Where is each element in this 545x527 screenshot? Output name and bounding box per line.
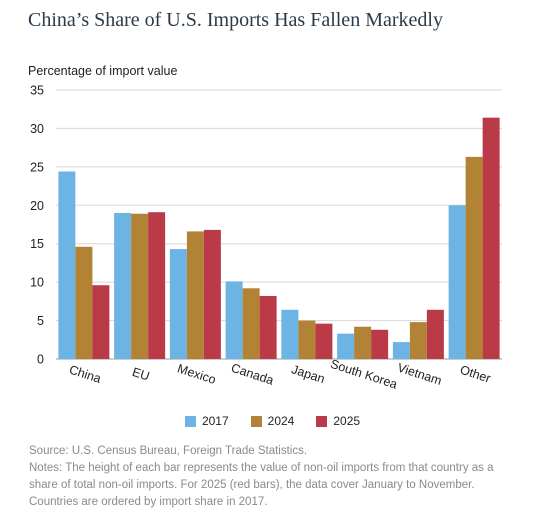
bar-chart: 0 5 10 15 20 25 30 35 China EU Mexico Canada Japan S… [30,84,502,392]
legend-item-2017: 2017 [184,414,229,428]
bar-mexico-2024 [186,231,204,359]
bar-eu-2024 [131,213,149,359]
notes-text: Notes: The height of each bar represents… [29,462,494,508]
legend-item-2025: 2025 [316,414,360,428]
bar-canada-2025 [259,295,277,359]
bar-canada-2017 [225,281,243,359]
bar-eu-2017 [114,212,132,359]
legend-swatch-2017 [184,415,196,427]
x-tick-label: China [67,362,102,385]
bar-vietnam-2024 [409,322,427,359]
bar-china-2024 [75,246,93,359]
bar-other-2017 [448,205,466,359]
bar-mexico-2017 [169,249,187,359]
y-tick-label: 30 [30,122,44,136]
bar-south-korea-2017 [337,333,355,359]
bar-china-2017 [58,171,76,359]
x-tick-label: Other [458,363,492,386]
x-tick-label: South Korea [329,357,399,392]
legend-item-2024: 2024 [250,414,295,428]
legend-label-2024: 2024 [267,414,295,428]
bar-mexico-2025 [203,229,221,359]
legend-label-2025: 2025 [333,414,361,428]
bar-other-2025 [482,117,500,359]
x-tick-label: Mexico [176,361,218,387]
y-tick-label: 10 [30,276,44,290]
bar-vietnam-2017 [392,342,410,359]
y-tick-label: 20 [30,199,44,213]
y-tick-label: 25 [30,160,44,174]
source-text: Source: U.S. Census Bureau, Foreign Trad… [29,445,308,457]
x-tick-label: Vietnam [396,360,444,387]
legend-label-2017: 2017 [201,414,229,428]
bar-other-2024 [465,156,483,359]
y-tick-label: 15 [30,237,44,251]
x-tick-label: Canada [229,361,275,388]
x-tick-label: Japan [290,362,327,386]
y-tick-label: 0 [37,353,44,367]
bar-canada-2024 [242,288,260,359]
bar-china-2025 [92,285,110,359]
legend-swatch-2024 [250,415,262,427]
legend: 2017 2024 2025 [0,414,545,428]
bar-japan-2017 [281,309,299,359]
y-tick-label: 5 [37,314,44,328]
x-tick-label: EU [130,365,151,384]
chart-notes: Source: U.S. Census Bureau, Foreign Trad… [29,443,517,511]
bar-south-korea-2025 [371,329,389,359]
y-tick-label: 35 [30,84,44,98]
legend-swatch-2025 [316,415,328,427]
bar-eu-2025 [148,212,166,359]
y-axis-label: Percentage of import value [28,64,178,78]
bar-japan-2025 [315,323,333,359]
bar-japan-2024 [298,320,316,359]
chart-title: China’s Share of U.S. Imports Has Fallen… [28,9,443,31]
bar-south-korea-2024 [354,326,372,359]
bar-vietnam-2025 [426,309,444,359]
